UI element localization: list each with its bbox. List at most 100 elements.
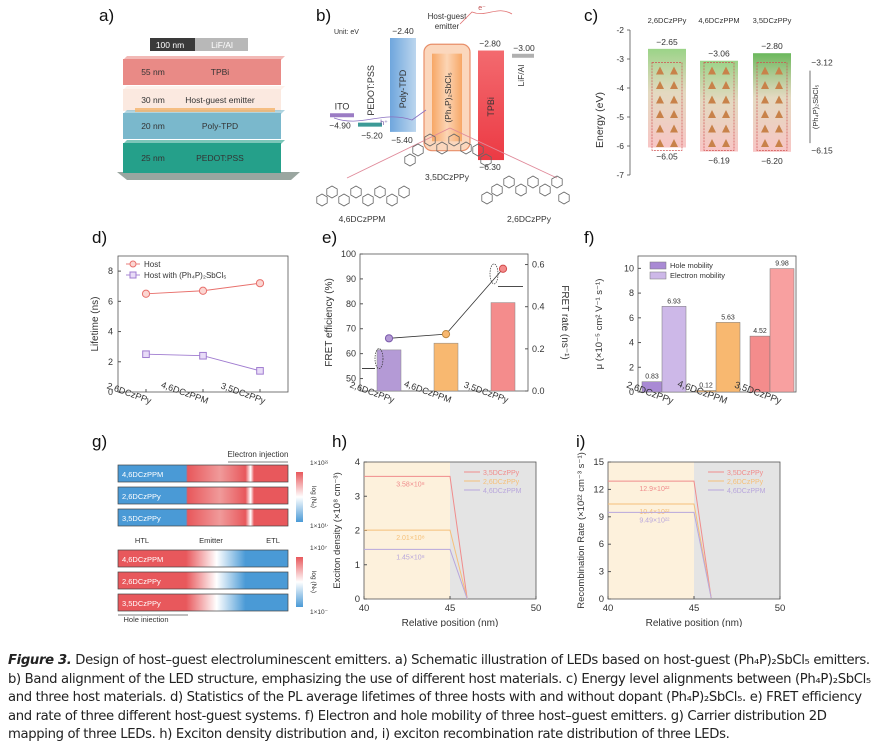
legend-label: 3,5DCzPPy bbox=[727, 470, 764, 477]
y-tick-label: 2 bbox=[629, 362, 634, 372]
series-line-4,6DCzPPM bbox=[608, 511, 712, 599]
data-point-host bbox=[141, 289, 151, 298]
region-label-etl: ETL bbox=[266, 536, 280, 545]
electron-mobility-bar bbox=[661, 306, 687, 393]
homo-label: −6.05 bbox=[656, 151, 678, 161]
guest-molecule-icon bbox=[775, 138, 783, 147]
layer-4 bbox=[123, 143, 281, 173]
guest-molecule-icon bbox=[775, 95, 783, 104]
guest-molecule-icon bbox=[708, 124, 716, 133]
electron-path bbox=[459, 10, 513, 25]
x-tick-label: 50 bbox=[531, 603, 542, 614]
data-point-host bbox=[198, 286, 208, 295]
fret-efficiency-bar bbox=[433, 342, 459, 392]
region-label-htl: HTL bbox=[135, 536, 149, 545]
y-tick-label: 8 bbox=[108, 266, 113, 276]
x-tick-label: 40 bbox=[359, 603, 370, 614]
emission-glow bbox=[135, 108, 275, 112]
molecule-ring bbox=[491, 183, 503, 197]
panel-e-label: e) bbox=[322, 228, 338, 247]
y-tick-label: 6 bbox=[108, 296, 113, 306]
colorbar-hole-max: 1×10⁷ bbox=[310, 545, 328, 552]
substrate bbox=[117, 172, 300, 180]
colorbar-hole bbox=[296, 557, 303, 607]
fret-rate-point bbox=[441, 329, 451, 339]
level-lif-al bbox=[512, 53, 534, 58]
molecule-ring bbox=[424, 133, 436, 147]
colorbar-hole-min: 1×10⁻¹⁰ bbox=[310, 608, 328, 616]
layer-3 bbox=[123, 113, 281, 139]
molecule-ring bbox=[362, 193, 374, 207]
layer-thickness-label: 100 nm bbox=[156, 40, 184, 50]
panel-i-label: i) bbox=[576, 432, 586, 451]
panel-f: f) 0 2 4 6 8 10 μ (×10⁻⁵ cm² V⁻¹ s⁻¹) 0.83 6.93 2… bbox=[580, 228, 880, 428]
y-axis-label: μ (×10⁻⁵ cm² V⁻¹ s⁻¹) bbox=[594, 279, 605, 370]
layer-lif-al-light bbox=[195, 38, 248, 51]
y-tick-label: 12 bbox=[593, 484, 604, 495]
colorbar-electron-label: log (Nₑ) bbox=[310, 486, 317, 508]
panel-c: c) -2 -3 -4 -5 -6 -7 Energy (eV) 2,6DCzPPy −2.65… bbox=[578, 0, 878, 225]
level-value-poly-tpd-bottom: −5.40 bbox=[391, 135, 413, 145]
legend-label: 3,5DCzPPy bbox=[483, 470, 520, 477]
level-value-ito: −4.90 bbox=[329, 120, 351, 130]
molecule-ring bbox=[398, 185, 410, 199]
hole-mobility-bar bbox=[749, 335, 771, 393]
molecule-ring bbox=[316, 193, 328, 207]
level-value-tpbi-top: −2.80 bbox=[479, 39, 501, 49]
x-tick-label: 45 bbox=[445, 603, 456, 614]
molecule-name-3,5DCzPPy: 3,5DCzPPy bbox=[425, 172, 470, 182]
hole-density-row bbox=[117, 571, 289, 590]
level-name-lif-al: LiF/Al bbox=[516, 65, 526, 87]
legend-label: 2,6DCzPPy bbox=[483, 479, 520, 486]
y2-axis-label: FRET rate (ns⁻¹) bbox=[559, 285, 570, 360]
panel-c-label: c) bbox=[584, 6, 599, 25]
figure-label: Figure 3. bbox=[8, 653, 72, 668]
x-tick-label: 3,5DCzPPy bbox=[220, 381, 268, 406]
guest-molecule-icon bbox=[722, 80, 730, 89]
electron-density-row bbox=[117, 464, 289, 483]
device-stack-diagram: 100 nm LiF/Al 55 nm TPBi 30 nm Host-guest emi… bbox=[117, 38, 300, 180]
host-name: 4,6DCzPPM bbox=[698, 16, 739, 25]
level-ito bbox=[330, 113, 354, 118]
electron-density-row bbox=[117, 508, 289, 527]
y-tick-label: 50 bbox=[346, 374, 356, 384]
guest-molecule-icon bbox=[722, 95, 730, 104]
row-label: 4,6DCzPPM bbox=[122, 470, 163, 479]
electron-density-row bbox=[117, 486, 289, 505]
layer-2 bbox=[123, 89, 281, 111]
guest-molecule-icon bbox=[708, 80, 716, 89]
y-tick-label: 0 bbox=[355, 594, 360, 605]
layer-name-label: Host-guest emitter bbox=[185, 95, 255, 105]
y-tick-label: 60 bbox=[346, 349, 356, 359]
layer-name-label: PEDOT:PSS bbox=[196, 153, 244, 163]
caption-text: Design of host–guest electroluminescent … bbox=[8, 653, 871, 742]
y-axis-label: Recombination Rate (×10²² cm⁻³ s⁻¹) bbox=[576, 452, 587, 609]
arrow-to-4,6DCzPPM bbox=[346, 127, 451, 179]
guest-name-label: (Ph₄P)₂SbCl₅ bbox=[811, 85, 820, 129]
y-tick-label: 100 bbox=[341, 249, 356, 259]
hole-mobility-value-label: 0.83 bbox=[645, 374, 659, 381]
guest-molecule-icon bbox=[761, 124, 769, 133]
molecule-name-4,6DCzPPM: 4,6DCzPPM bbox=[339, 214, 386, 224]
hole-label: h⁺ bbox=[380, 120, 388, 127]
guest-molecule-icon bbox=[656, 124, 664, 133]
y-tick-label: 70 bbox=[346, 324, 356, 334]
legend-label-hole: Hole mobility bbox=[670, 261, 713, 270]
row-label: 4,6DCzPPM bbox=[122, 555, 163, 564]
fret-efficiency-bar bbox=[490, 302, 516, 392]
y-tick-label: 80 bbox=[346, 299, 356, 309]
carrier-distribution-map: Electron injection 4,6DCzPPM 2,6DCzPPy 3,5D… bbox=[117, 450, 333, 624]
y-tick-label: 15 bbox=[593, 457, 604, 468]
electron-mobility-value-label: 9.98 bbox=[775, 261, 789, 268]
x-axis-label: Relative position (nm) bbox=[646, 618, 743, 627]
series-value-label: 1.45×10⁸ bbox=[396, 554, 424, 561]
band-alignment-diagram: Unit: eV ITO −4.90 PEDOT:PSS −5.20 Poly-TPD −2… bbox=[316, 5, 570, 224]
energy-level-chart: -2 -3 -4 -5 -6 -7 Energy (eV) 2,6DCzPPy −2.65 −6.… bbox=[594, 16, 833, 180]
series-line-2,6DCzPPy bbox=[364, 529, 468, 600]
level-name-tpbi: TPBi bbox=[486, 97, 496, 117]
legend-label: 4,6DCzPPM bbox=[727, 488, 766, 495]
row-label: 3,5DCzPPy bbox=[122, 599, 161, 608]
fret-efficiency-bar bbox=[376, 349, 402, 392]
x-tick-label: 40 bbox=[603, 603, 614, 614]
legend-label: 2,6DCzPPy bbox=[727, 479, 764, 486]
